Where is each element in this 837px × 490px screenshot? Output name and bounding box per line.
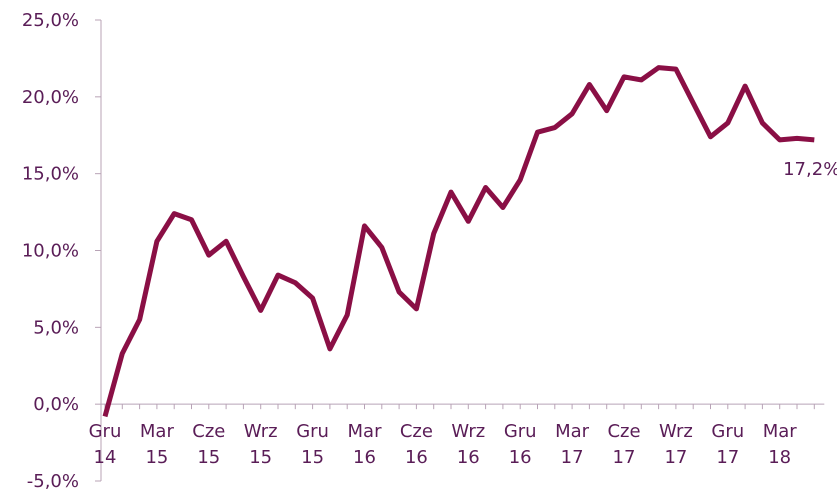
y-tick-label: 10,0% [22,241,79,262]
x-tick-label: Mar 17 [555,421,590,468]
y-tick-label: -5,0% [27,471,79,490]
x-tick-label: Wrz 15 [244,421,278,468]
y-tick-label: 20,0% [22,87,79,108]
y-tick-label: 15,0% [22,164,79,185]
data-label: 17,2% [783,159,837,180]
x-tick-label: Mar 16 [348,421,383,468]
x-tick-label: Wrz 17 [659,421,693,468]
line [102,65,815,418]
x-tick-label: Cze 16 [400,421,433,468]
x-tick-label: Cze 17 [607,421,640,468]
y-tick-label: 5,0% [33,317,79,338]
x-tick-label: Mar 18 [763,421,798,468]
y-tick-label: 25,0% [22,10,79,31]
x-tick-label: Mar 15 [140,421,175,468]
x-tick-label: Gru 16 [504,421,537,468]
x-tick-label: Wrz 16 [451,421,485,468]
x-tick-label: Gru 14 [89,421,122,468]
x-tick-label: Gru 15 [296,421,329,468]
y-tick-label: 0,0% [33,394,79,415]
x-tick-label: Cze 15 [192,421,225,468]
x-tick-label: Gru 17 [711,421,744,468]
